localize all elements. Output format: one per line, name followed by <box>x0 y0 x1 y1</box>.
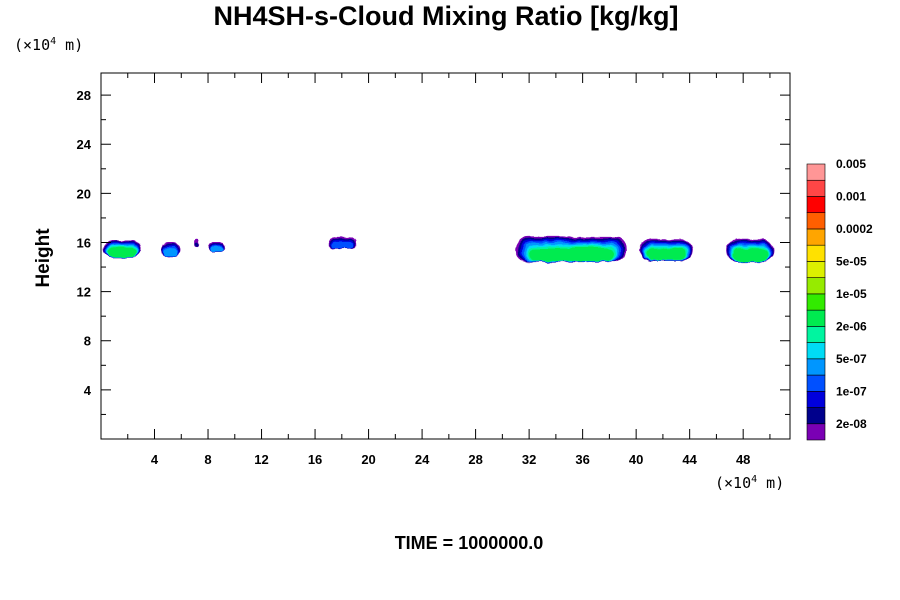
cloud-patch <box>328 236 357 249</box>
x-axis-unit-exponent: 4 <box>751 474 757 485</box>
y-axis-unit: (×104 m) <box>14 36 83 54</box>
y-axis-ticks: 4 8 12 16 20 24 28 <box>77 88 790 415</box>
cloud-patch <box>208 242 226 253</box>
x-tick-label: 40 <box>629 452 643 467</box>
colorbar-swatch <box>806 423 826 441</box>
cloud-layer <box>646 248 687 260</box>
y-axis-unit-prefix: (×10 <box>14 36 50 54</box>
chart-title: NH4SH-s-Cloud Mixing Ratio [kg/kg] <box>214 1 679 31</box>
y-tick-label: 8 <box>84 334 91 349</box>
y-tick-label: 28 <box>77 88 91 103</box>
colorbar-swatch <box>806 179 826 197</box>
y-tick-label: 24 <box>77 137 92 152</box>
plot-frame <box>100 72 791 440</box>
cloud-layer <box>195 242 199 246</box>
y-axis-unit-exponent: 4 <box>50 36 56 47</box>
cloud-layer <box>331 241 354 249</box>
cloud-layer <box>732 249 769 261</box>
colorbar-swatch <box>806 342 826 360</box>
x-tick-label: 8 <box>204 452 211 467</box>
x-tick-label: 20 <box>361 452 375 467</box>
colorbar-swatch <box>806 407 826 425</box>
cloud-layer <box>108 247 137 257</box>
colorbar-label: 1e-05 <box>836 287 867 301</box>
colorbar: 2e-08 1e-07 5e-07 2e-06 1e-05 5e-05 0.0002 0.00… <box>806 157 873 441</box>
x-tick-label: 12 <box>254 452 268 467</box>
cloud-patch <box>515 236 627 263</box>
colorbar-swatch <box>806 212 826 230</box>
cloud-patches <box>103 236 774 263</box>
colorbar-swatch <box>806 261 826 278</box>
y-axis-unit-suffix: m) <box>56 36 83 54</box>
colorbar-swatch <box>806 196 826 214</box>
cloud-patch <box>103 240 142 258</box>
colorbar-swatch <box>806 293 826 311</box>
x-tick-label: 28 <box>468 452 482 467</box>
x-tick-label: 32 <box>522 452 536 467</box>
colorbar-label: 0.001 <box>836 189 866 203</box>
cloud-layer <box>163 249 178 257</box>
colorbar-swatch <box>806 390 826 408</box>
x-tick-label: 44 <box>682 452 697 467</box>
cloud-patch <box>727 238 774 263</box>
colorbar-swatch <box>806 358 826 376</box>
colorbar-swatch <box>806 244 826 262</box>
colorbar-label: 2e-08 <box>836 417 867 431</box>
colorbar-label: 0.0002 <box>836 222 873 236</box>
cloud-layer <box>529 247 614 261</box>
x-tick-label: 48 <box>736 452 750 467</box>
cloud-patch <box>194 238 199 247</box>
x-axis-unit-prefix: (×10 <box>715 474 751 492</box>
colorbar-swatch <box>806 228 826 246</box>
y-tick-label: 16 <box>77 235 91 250</box>
cloud-patch <box>161 242 180 258</box>
x-axis-unit-suffix: m) <box>757 474 784 492</box>
x-tick-label: 4 <box>151 452 159 467</box>
y-tick-label: 12 <box>77 285 91 300</box>
x-tick-label: 16 <box>308 452 322 467</box>
colorbar-swatch <box>806 374 826 392</box>
x-axis-unit: (×104 m) <box>715 474 784 492</box>
time-label: TIME = 1000000.0 <box>395 533 544 553</box>
y-axis-label: Height <box>33 228 54 288</box>
cloud-patch <box>640 238 693 261</box>
x-tick-label: 24 <box>415 452 430 467</box>
y-tick-label: 4 <box>84 383 92 398</box>
cloud-layer <box>210 246 224 252</box>
colorbar-swatch <box>806 277 826 295</box>
x-tick-label: 36 <box>575 452 589 467</box>
colorbar-swatch <box>806 163 826 181</box>
colorbar-swatch <box>806 326 826 343</box>
y-tick-label: 20 <box>77 186 91 201</box>
x-axis-ticks: 4 8 12 16 20 24 28 32 36 40 44 48 <box>127 73 771 467</box>
colorbar-label: 1e-07 <box>836 384 867 398</box>
colorbar-label: 5e-05 <box>836 254 867 268</box>
colorbar-label: 0.005 <box>836 157 866 171</box>
colorbar-label: 5e-07 <box>836 352 867 366</box>
colorbar-swatch <box>806 309 826 327</box>
colorbar-label: 2e-06 <box>836 319 867 333</box>
